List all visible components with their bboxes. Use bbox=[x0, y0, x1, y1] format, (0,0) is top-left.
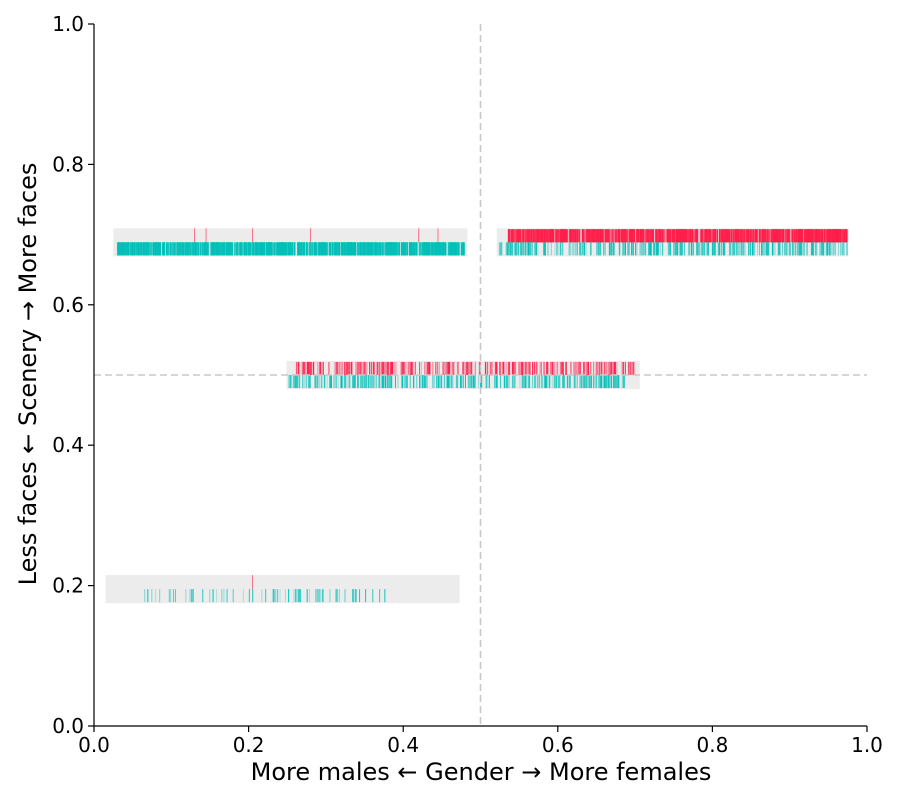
cluster-band bbox=[105, 575, 460, 604]
x-tick-label: 0.8 bbox=[696, 733, 728, 757]
x-axis-label: More males ← Gender → More females bbox=[251, 758, 712, 786]
y-tick-label: 0.6 bbox=[52, 293, 84, 317]
x-tick-label: 1.0 bbox=[851, 733, 883, 757]
cluster-layer bbox=[105, 228, 849, 604]
cluster-3 bbox=[286, 360, 640, 390]
y-tick-label: 0.0 bbox=[52, 714, 84, 738]
y-tick-label: 0.8 bbox=[52, 152, 84, 176]
cluster-1 bbox=[113, 228, 468, 257]
y-tick-label: 1.0 bbox=[52, 12, 84, 36]
reference-lines bbox=[94, 24, 867, 726]
axes: 0.0 0.2 0.4 0.6 0.8 1.0 0.0 0.2 0.4 0.6 0.8 1.0 bbox=[52, 12, 883, 757]
x-tick-label: 0.2 bbox=[233, 733, 265, 757]
x-tick-label: 0.0 bbox=[78, 733, 110, 757]
x-tick-label: 0.6 bbox=[542, 733, 574, 757]
cluster-2 bbox=[496, 228, 849, 257]
y-tick-label: 0.2 bbox=[52, 574, 84, 598]
x-tick-label: 0.4 bbox=[387, 733, 419, 757]
y-tick-label: 0.4 bbox=[52, 433, 84, 457]
y-axis-label: Less faces ← Scenery → More faces bbox=[14, 163, 42, 586]
cluster-4 bbox=[105, 575, 460, 604]
